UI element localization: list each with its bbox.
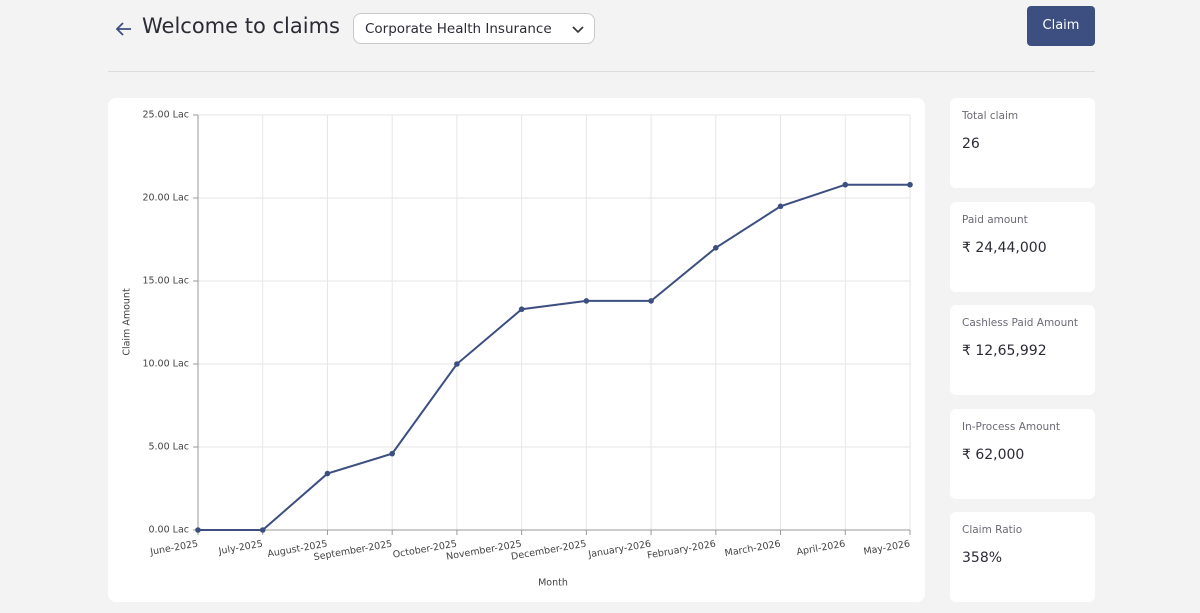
stat-label: Claim Ratio: [962, 524, 1023, 536]
x-tick-label: February-2026: [646, 539, 716, 562]
point: [583, 298, 590, 304]
stat-label: Total claim: [962, 110, 1019, 122]
point: [259, 527, 266, 533]
y-tick-label: 10.00 Lac: [142, 359, 189, 370]
claim-button[interactable]: Claim: [1027, 6, 1095, 46]
x-tick-label: March-2026: [724, 539, 782, 560]
x-tick-label: December-2025: [510, 539, 587, 563]
y-tick-label: 20.00 Lac: [142, 193, 189, 204]
y-tick-label: 15.00 Lac: [142, 276, 189, 287]
x-tick-label: January-2026: [587, 539, 652, 561]
stat-value: 358%: [962, 550, 1003, 566]
point: [389, 450, 395, 457]
stat-card: Total claim 26: [950, 98, 1095, 188]
point: [907, 181, 913, 188]
x-axis-label: Month: [538, 578, 568, 589]
line: [198, 183, 910, 531]
back-arrow[interactable]: [115, 20, 133, 38]
stat-value: ₹ 12,65,992: [962, 343, 1047, 359]
stat-value: ₹ 24,44,000: [962, 240, 1047, 256]
stat-label: Cashless Paid Amount: [962, 317, 1079, 329]
point: [195, 527, 201, 533]
y-tick-label: 0.00 Lac: [148, 525, 189, 536]
x-tick-label: April-2026: [796, 539, 846, 558]
stat-label: Paid amount: [962, 214, 1028, 226]
policy-dropdown[interactable]: Corporate Health Insurance: [353, 13, 595, 44]
page-title: Welcome to claims: [142, 14, 340, 38]
stat-value: ₹ 62,000: [962, 447, 1025, 463]
chevron: [572, 26, 584, 34]
point: [518, 306, 525, 313]
stat-card: In-Process Amount ₹ 62,000: [950, 409, 1095, 499]
y-axis-label: Claim Amount: [122, 288, 133, 356]
x-tick-label: July-2025: [217, 539, 264, 558]
x-tick-label: June-2025: [148, 539, 198, 558]
y-tick-label: 25.00 Lac: [142, 110, 189, 121]
x-tick-label: May-2026: [863, 539, 911, 558]
chart-card: 0.00 Lac 5.00 Lac 10.00 Lac 15.00 Lac 20.00 …: [108, 98, 925, 602]
chart: 0.00 Lac 5.00 Lac 10.00 Lac 15.00 Lac 20.00 …: [122, 110, 913, 589]
stat-card: Claim Ratio 358%: [950, 512, 1095, 602]
point: [454, 361, 460, 367]
point: [713, 245, 719, 251]
point: [324, 470, 331, 477]
point: [777, 203, 784, 210]
stat-value: 26: [962, 136, 980, 152]
dropdown-text: Corporate Health Insurance: [365, 21, 552, 37]
stat-card: Paid amount ₹ 24,44,000: [950, 202, 1095, 292]
stat-label: In-Process Amount: [962, 421, 1060, 433]
separator: [108, 71, 1095, 72]
point: [842, 181, 849, 188]
stat-card: Cashless Paid Amount ₹ 12,65,992: [950, 305, 1095, 395]
point: [648, 298, 654, 304]
y-tick-label: 5.00 Lac: [148, 442, 189, 453]
